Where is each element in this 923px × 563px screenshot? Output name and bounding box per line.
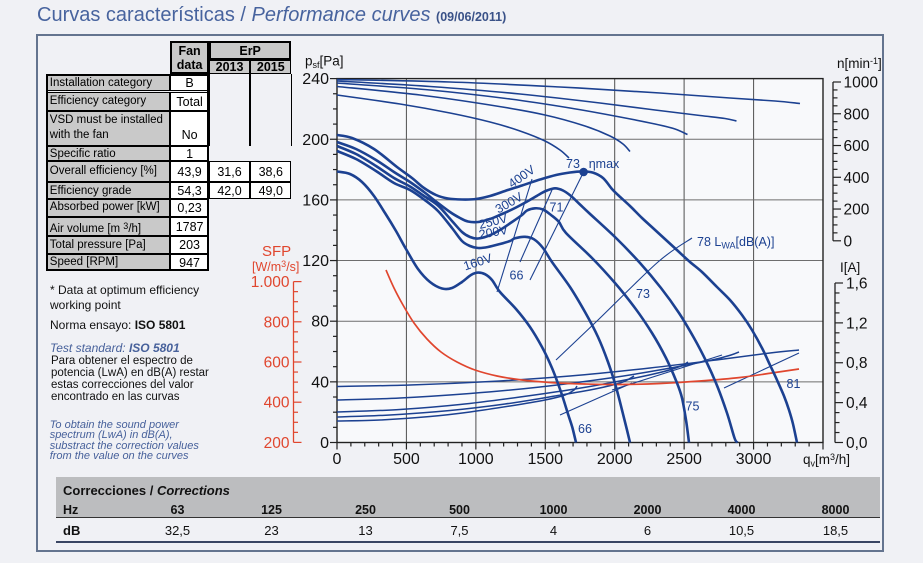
svg-text:200: 200: [264, 435, 290, 452]
svg-text:200V: 200V: [478, 223, 510, 242]
svg-text:78 LWA[dB(A)]: 78 LWA[dB(A)]: [697, 235, 774, 251]
svg-text:0,0: 0,0: [846, 435, 868, 452]
svg-text:66: 66: [510, 269, 524, 283]
svg-text:psf[Pa]: psf[Pa]: [305, 54, 344, 71]
svg-text:73: 73: [636, 287, 650, 301]
svg-text:200: 200: [302, 132, 329, 149]
svg-text:400: 400: [264, 395, 290, 412]
svg-text:1,6: 1,6: [846, 276, 868, 293]
svg-text:3000: 3000: [736, 451, 772, 468]
svg-text:1500: 1500: [527, 451, 563, 468]
svg-text:600: 600: [844, 138, 870, 155]
svg-text:0: 0: [844, 233, 853, 250]
svg-text:qv[m3/h]: qv[m3/h]: [803, 452, 850, 469]
svg-text:600: 600: [264, 355, 290, 372]
svg-text:I[A]: I[A]: [840, 260, 860, 275]
svg-text:0: 0: [320, 435, 329, 452]
svg-text:200: 200: [844, 202, 870, 219]
svg-text:80: 80: [311, 314, 329, 331]
svg-text:71: 71: [550, 201, 564, 215]
svg-text:500: 500: [393, 451, 420, 468]
svg-text:240: 240: [302, 71, 329, 88]
svg-text:0,8: 0,8: [846, 355, 868, 372]
svg-text:1000: 1000: [458, 451, 494, 468]
svg-text:75: 75: [686, 400, 700, 414]
svg-text:1000: 1000: [844, 75, 879, 92]
svg-text:[W/m3/s]: [W/m3/s]: [252, 259, 299, 274]
svg-text:n[min-1]: n[min-1]: [837, 56, 882, 71]
svg-text:800: 800: [264, 314, 290, 331]
svg-text:400: 400: [844, 170, 870, 187]
svg-text:1.000: 1.000: [251, 274, 290, 291]
svg-text:73: 73: [566, 157, 580, 171]
svg-text:160: 160: [302, 192, 329, 209]
svg-text:81: 81: [787, 377, 801, 391]
svg-text:ηmax: ηmax: [589, 157, 620, 171]
svg-text:2000: 2000: [597, 451, 633, 468]
svg-text:SFP: SFP: [262, 243, 291, 260]
svg-text:2500: 2500: [666, 451, 702, 468]
svg-text:0,4: 0,4: [846, 395, 868, 412]
svg-text:40: 40: [311, 374, 329, 391]
svg-text:120: 120: [302, 253, 329, 270]
svg-text:1,2: 1,2: [846, 315, 868, 332]
svg-text:66: 66: [578, 422, 592, 436]
svg-text:800: 800: [844, 106, 870, 123]
svg-text:0: 0: [333, 451, 342, 468]
